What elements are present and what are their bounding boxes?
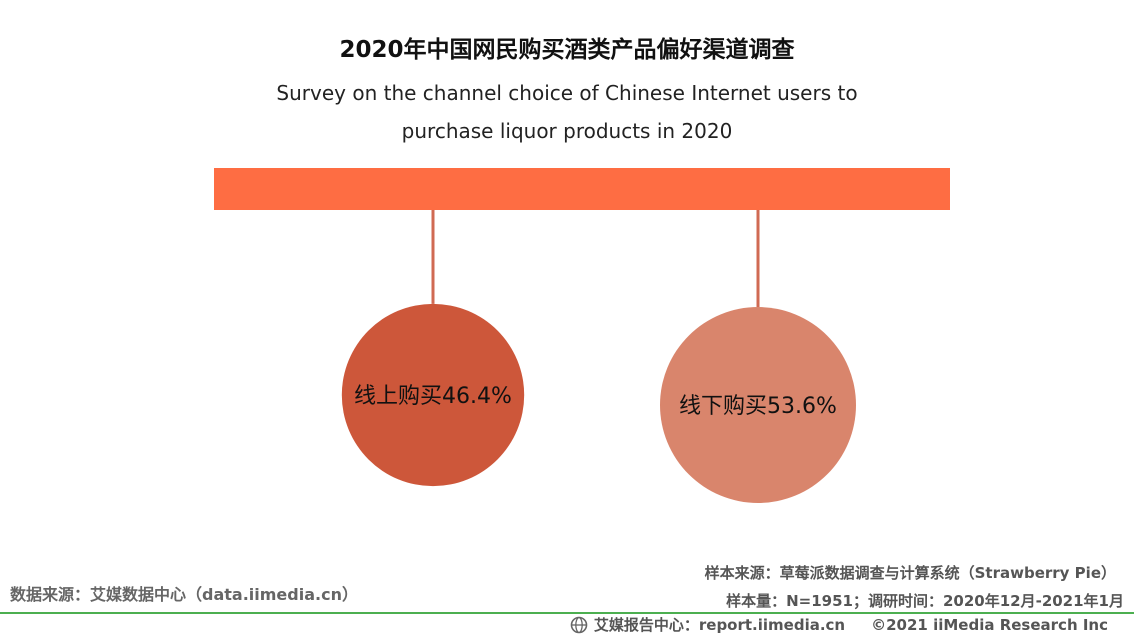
sample-source: 样本来源：草莓派数据调查与计算系统（Strawberry Pie）	[704, 564, 1116, 582]
subtitle-line-2: purchase liquor products in 2020	[401, 119, 733, 143]
chart-title: 2020年中国网民购买酒类产品偏好渠道调查	[339, 37, 795, 63]
bubble-label: 线下购买53.6%	[679, 394, 837, 419]
footer-divider	[0, 612, 1134, 614]
bubble	[660, 307, 856, 503]
bubble	[341, 303, 525, 487]
header-bar	[214, 168, 950, 210]
copyright: ©2021 iiMedia Research Inc	[871, 615, 1108, 634]
data-source: 数据来源：艾媒数据中心（data.iimedia.cn）	[10, 585, 358, 604]
chart-subtitle: Survey on the channel choice of Chinese …	[0, 74, 1134, 150]
bubble-label: 线上购买46.4%	[354, 384, 512, 409]
globe-icon	[570, 616, 588, 633]
report-center: 艾媒报告中心：report.iimedia.cn	[593, 616, 846, 634]
subtitle-line-1: Survey on the channel choice of Chinese …	[276, 81, 858, 105]
footer: 艾媒报告中心：report.iimedia.cn ©2021 iiMedia R…	[570, 614, 1108, 635]
sample-size: 样本量：N=1951；调研时间：2020年12月-2021年1月	[726, 592, 1124, 610]
